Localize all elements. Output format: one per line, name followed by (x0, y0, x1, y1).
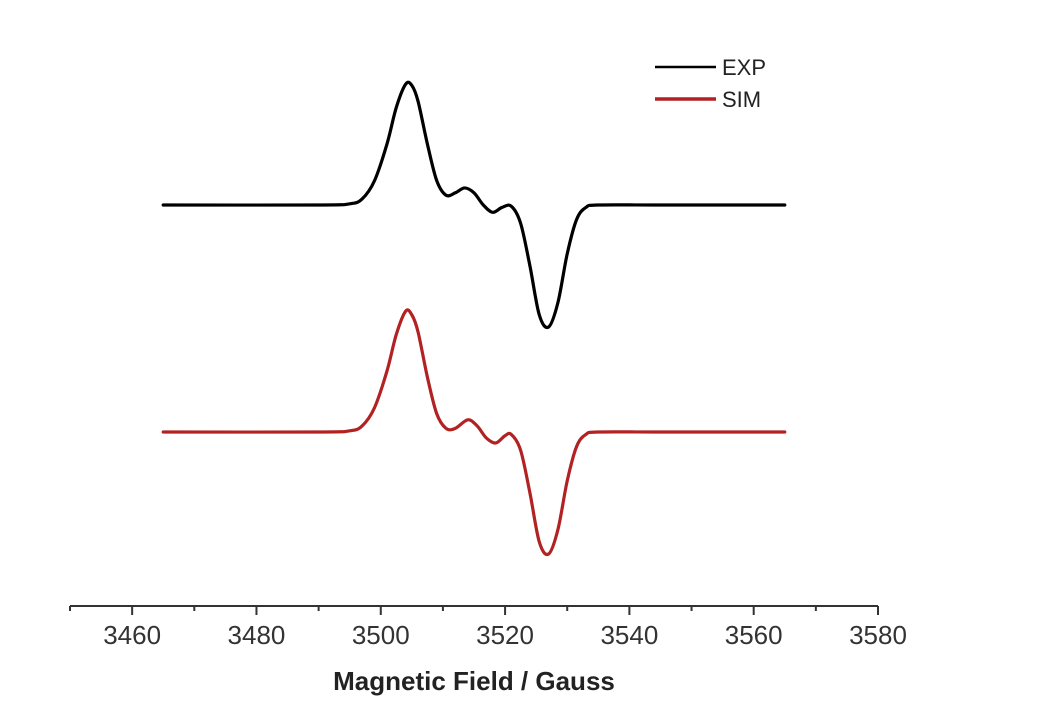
x-tick-label: 3480 (228, 620, 286, 650)
plot-area (161, 80, 787, 557)
x-tick-label: 3540 (600, 620, 658, 650)
x-ticks (69, 606, 879, 615)
x-axis-title: Magnetic Field / Gauss (333, 666, 615, 696)
x-tick-label: 3520 (476, 620, 534, 650)
series-line-exp (161, 80, 787, 330)
x-tick-label: 3500 (352, 620, 410, 650)
legend-label-exp: EXP (722, 55, 766, 80)
x-axis: 3460 3480 3500 3520 3540 3560 3580 Magnetic Fi… (69, 605, 907, 696)
x-tick-label: 3580 (849, 620, 907, 650)
x-tick-label: 3460 (103, 620, 161, 650)
x-tick-labels: 3460 3480 3500 3520 3540 3560 3580 (103, 620, 907, 650)
x-tick-label: 3560 (725, 620, 783, 650)
series-line-sim (161, 308, 787, 557)
legend: EXP SIM (655, 55, 766, 112)
legend-label-sim: SIM (722, 87, 761, 112)
